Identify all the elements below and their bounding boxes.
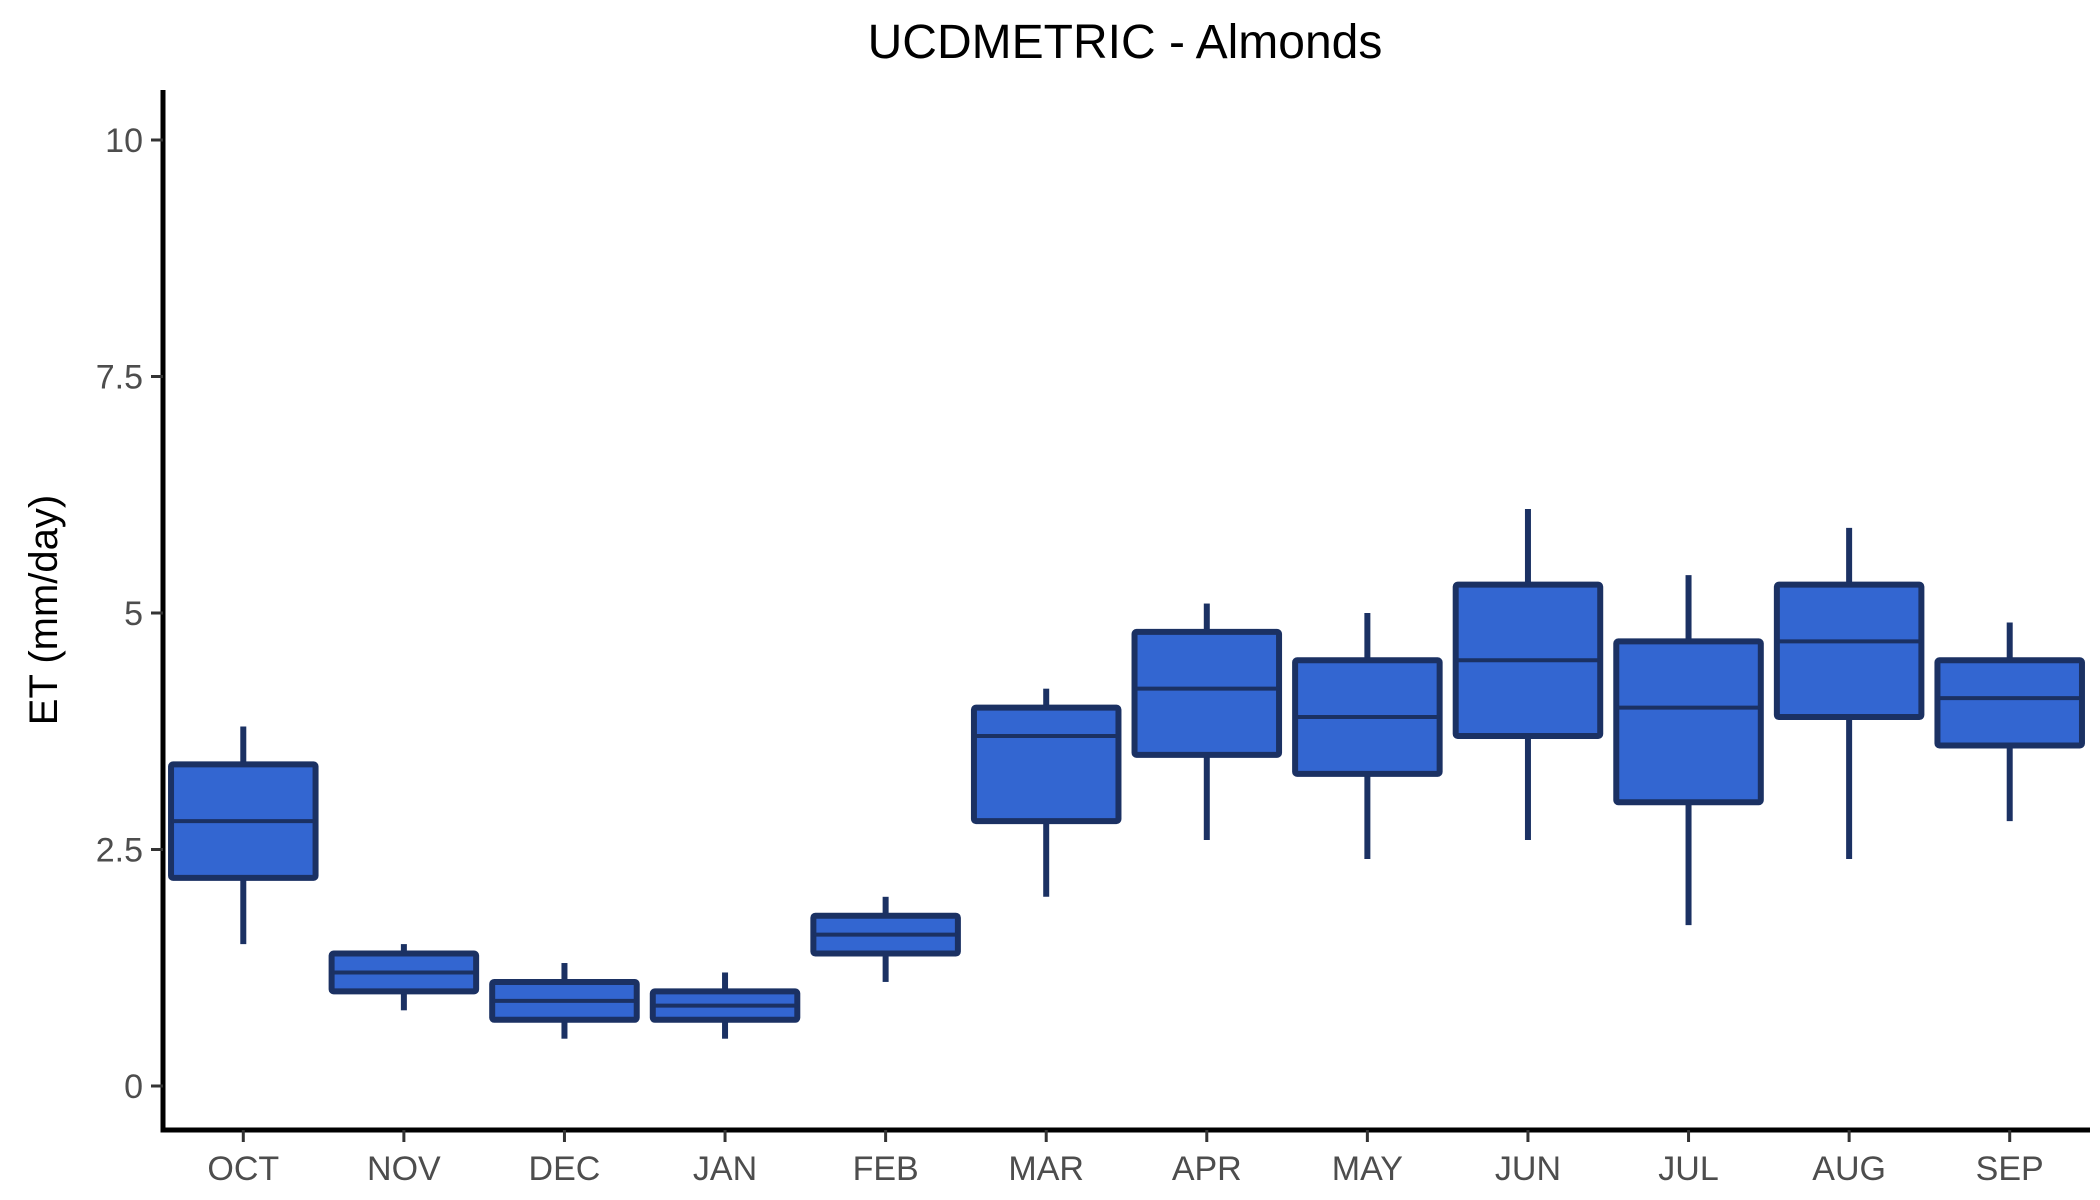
x-tick-label: JUL: [1658, 1150, 1718, 1188]
chart-title: UCDMETRIC - Almonds: [868, 16, 1383, 69]
box-aug: [1773, 581, 1925, 721]
x-tick-label: DEC: [529, 1150, 601, 1188]
plot-area: 0 2.5 5 7.5 10 OCT NOV DEC JAN FEB MAR APR MAY JUN JUL…: [96, 90, 2090, 1188]
x-tick-label: FEB: [853, 1150, 919, 1188]
x-tick-label: JAN: [693, 1150, 757, 1188]
x-tick-label: APR: [1172, 1150, 1242, 1188]
x-tick-label: SEP: [1976, 1150, 2044, 1188]
x-tick-label: AUG: [1812, 1150, 1886, 1188]
box-sep: [1934, 657, 2085, 749]
x-tick-label: NOV: [367, 1150, 441, 1188]
x-tick-label: JUN: [1495, 1150, 1561, 1188]
x-tick-label: MAY: [1332, 1150, 1403, 1188]
y-tick-label: 2.5: [96, 832, 143, 870]
x-tick-label: OCT: [207, 1150, 279, 1188]
y-tick-label: 10: [105, 122, 143, 160]
y-tick-label: 7.5: [96, 359, 143, 397]
x-tick-label: MAR: [1008, 1150, 1084, 1188]
box-jul: [1613, 638, 1764, 806]
y-axis-title: ET (mm/day): [22, 495, 66, 725]
box-apr: [1131, 628, 1283, 758]
y-tick-label: 0: [124, 1068, 143, 1106]
y-tick-label: 5: [124, 595, 143, 633]
box-mar: [970, 704, 1122, 825]
